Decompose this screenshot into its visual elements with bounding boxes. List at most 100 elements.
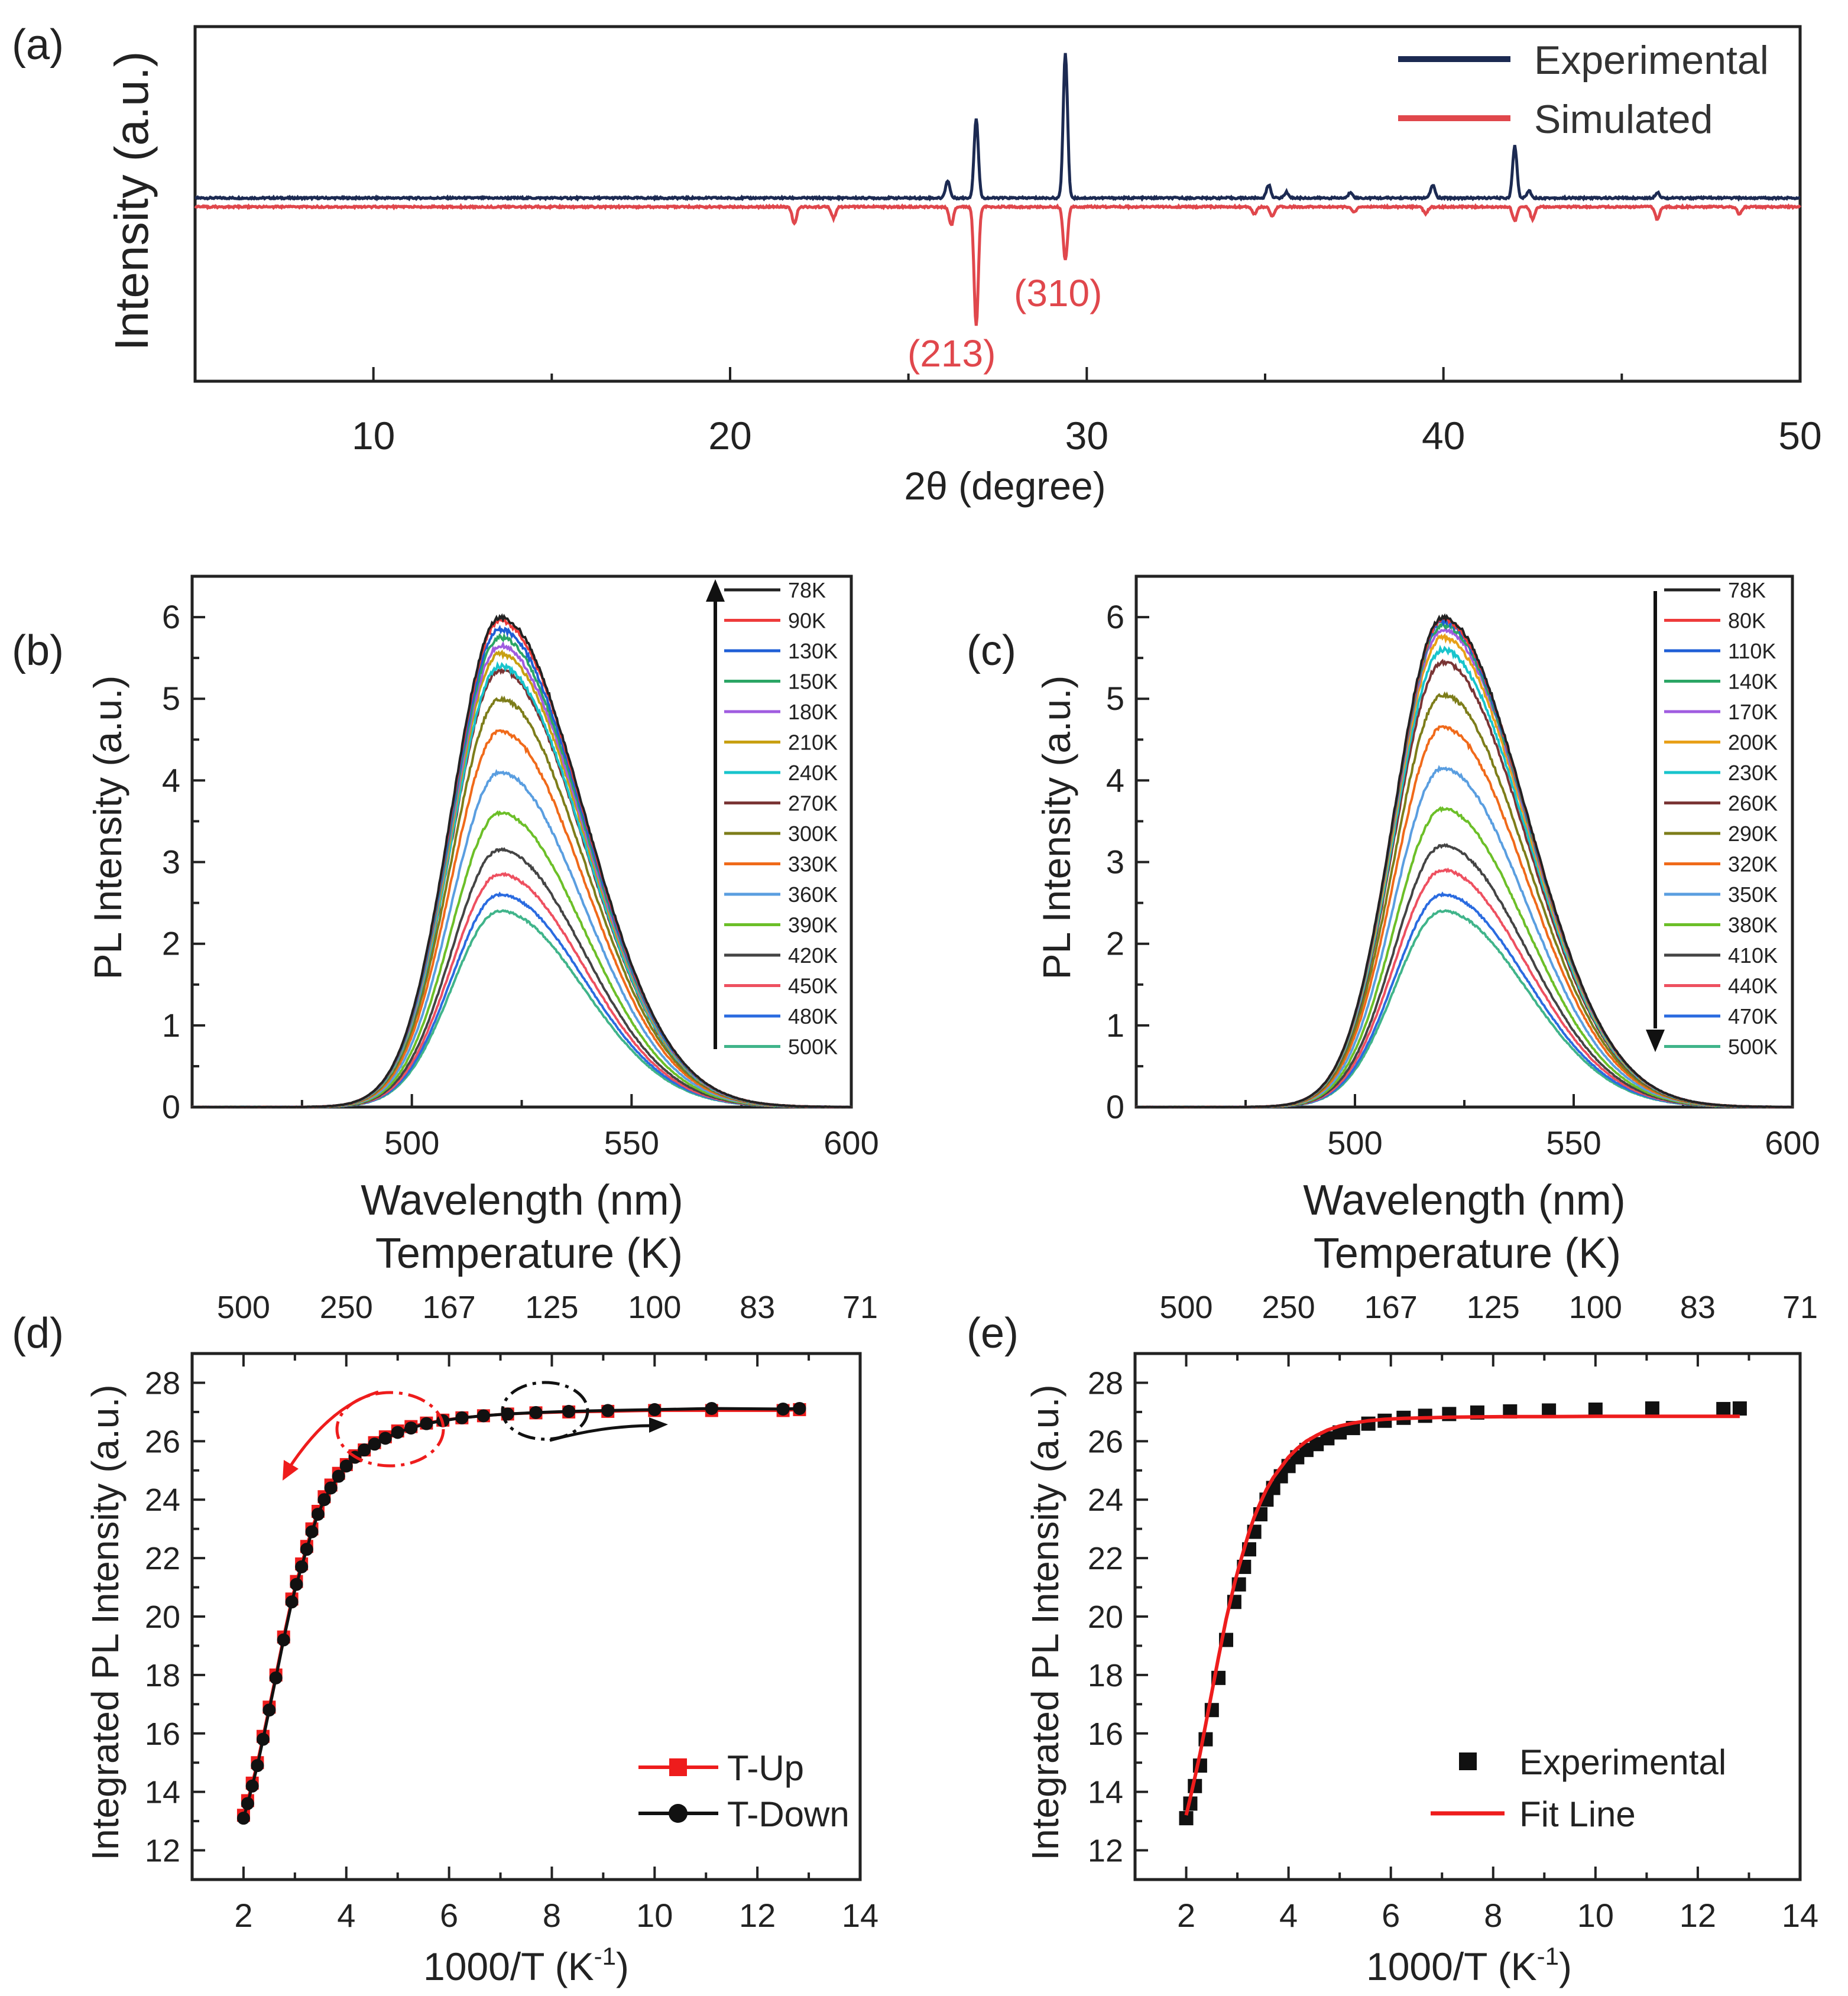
legend-label-170K: 170K <box>1728 700 1778 724</box>
x-axis-label-d: 1000/T (K-1) <box>423 1942 629 1988</box>
x-axis-label-b: Wavelength (nm) <box>361 1177 683 1224</box>
x-axis-label-a: 2θ (degree) <box>904 464 1105 508</box>
x-tick-label-d: 12 <box>739 1897 776 1934</box>
top-tick-label-e: 100 <box>1569 1290 1622 1325</box>
series-a <box>194 53 1801 326</box>
y-tick-label-c: 0 <box>1106 1088 1124 1125</box>
y-tick-label-e: 12 <box>1088 1833 1123 1869</box>
legend-label-330K: 330K <box>788 852 838 877</box>
point-t-down <box>245 1779 259 1793</box>
x-tick-label-d: 10 <box>636 1897 673 1934</box>
y-tick-label-b: 6 <box>162 598 180 635</box>
x-ticks-a: 10 20 30 40 50 <box>194 367 1822 457</box>
y-axis-label-e: Integrated PL Intensity (a.u.) <box>1024 1384 1066 1860</box>
y-tick-label-e: 28 <box>1088 1365 1123 1401</box>
axes-c: 500 550 600 0 1 2 3 4 5 6 <box>1106 575 1820 1161</box>
annotation-213: (213) <box>907 332 996 375</box>
y-axis-label-c: PL Intensity (a.u.) <box>1035 676 1078 980</box>
point-experimental <box>1716 1401 1731 1416</box>
legend-label-180K: 180K <box>788 700 838 724</box>
point-t-down <box>358 1443 371 1457</box>
legend-label-270K: 270K <box>788 791 838 816</box>
x-tick-label-d: 14 <box>842 1897 878 1934</box>
spectrum-78K <box>1136 613 1793 1109</box>
legend-label-470K: 470K <box>1728 1004 1778 1028</box>
point-t-down <box>339 1459 353 1473</box>
top-tick-label-d: 500 <box>217 1290 270 1325</box>
point-t-down <box>648 1403 662 1416</box>
legend-label-130K: 130K <box>788 639 838 663</box>
top-tick-label-d: 100 <box>628 1290 681 1325</box>
x-tick-label-e: 8 <box>1484 1897 1502 1934</box>
annotation-310: (310) <box>1014 272 1102 314</box>
y-tick-label-d: 26 <box>145 1424 180 1459</box>
point-t-down <box>705 1401 718 1415</box>
y-axis-label-b: PL Intensity (a.u.) <box>86 676 129 980</box>
series-line-fit <box>1184 1414 1740 1816</box>
legend-label-500K: 500K <box>1728 1035 1778 1059</box>
y-tick-label-b: 4 <box>162 761 180 799</box>
x-tick-label-c: 500 <box>1327 1124 1382 1161</box>
y-tick-label-b: 3 <box>162 843 180 881</box>
y-tick-label-e: 14 <box>1088 1775 1123 1810</box>
series-d <box>236 1401 806 1825</box>
point-t-down <box>241 1797 254 1810</box>
point-experimental <box>1645 1401 1659 1416</box>
y-tick-label-c: 2 <box>1106 925 1124 962</box>
top-tick-label-d: 125 <box>525 1290 578 1325</box>
legend-c: 78K 80K 110K 140K 170K 200K 230K 260K 290K 320K 35… <box>1646 578 1778 1059</box>
y-tick-label-d: 18 <box>145 1658 180 1693</box>
panel-label-a: (a) <box>12 21 64 69</box>
x-tick-label-e: 4 <box>1279 1897 1298 1934</box>
panel-label-c: (c) <box>967 627 1016 674</box>
y-tick-label-e: 20 <box>1088 1599 1123 1635</box>
y-tick-label-c: 5 <box>1106 680 1124 717</box>
panel-b: (b) PL Intensity (a.u.) 500 550 600 0 1 2 3 4 5 6… <box>12 575 879 1224</box>
spectrum-78K <box>192 613 852 1109</box>
y-tick-label-c: 6 <box>1106 598 1124 635</box>
legend-label-450K: 450K <box>788 974 838 998</box>
legend-label-300K: 300K <box>788 822 838 846</box>
y-tick-label-d: 24 <box>145 1482 180 1518</box>
point-experimental <box>1732 1401 1747 1416</box>
point-t-down <box>251 1759 264 1773</box>
legend-label-110K: 110K <box>1728 639 1776 663</box>
legend-label-420K: 420K <box>788 943 838 968</box>
point-t-down <box>562 1404 576 1418</box>
annotation-circle-t-up <box>335 1391 445 1468</box>
legend-label-experimental-e: Experimental <box>1519 1742 1726 1782</box>
point-t-down <box>256 1732 270 1746</box>
panel-d: (d) Temperature (K) Integrated PL Intens… <box>12 1230 878 1988</box>
arrow-t-up <box>285 1390 379 1473</box>
point-t-down <box>305 1525 319 1539</box>
x-tick-label-a: 50 <box>1778 414 1821 457</box>
series-e <box>1179 1401 1747 1826</box>
y-tick-label-d: 12 <box>145 1833 180 1869</box>
legend-marker-t-down <box>669 1804 688 1823</box>
x-tick-label-e: 14 <box>1782 1897 1818 1934</box>
legend-label-200K: 200K <box>1728 731 1778 755</box>
point-t-down <box>391 1426 404 1439</box>
top-axis-label-e: Temperature (K) <box>1314 1230 1621 1277</box>
legend-marker-experimental <box>1459 1752 1477 1770</box>
x-tick-label-c: 600 <box>1765 1124 1820 1161</box>
x-tick-label-e: 12 <box>1680 1897 1716 1934</box>
y-tick-label-b: 5 <box>162 680 180 717</box>
y-tick-label-d: 28 <box>145 1365 180 1401</box>
point-t-down <box>317 1493 331 1507</box>
x-tick-label-b: 500 <box>384 1124 439 1161</box>
top-tick-label-d: 250 <box>320 1290 373 1325</box>
x-tick-label-a: 20 <box>708 414 751 457</box>
y-tick-label-b: 1 <box>162 1007 180 1044</box>
y-tick-label-d: 22 <box>145 1541 180 1576</box>
point-t-down <box>269 1671 283 1685</box>
legend-label-t-up: T-Up <box>727 1748 804 1788</box>
x-axis-label-c: Wavelength (nm) <box>1303 1177 1626 1224</box>
annotation-circle-t-down <box>501 1381 589 1441</box>
point-t-down <box>776 1402 790 1416</box>
panel-label-b: (b) <box>12 627 64 674</box>
arrow-head-b <box>706 579 725 602</box>
